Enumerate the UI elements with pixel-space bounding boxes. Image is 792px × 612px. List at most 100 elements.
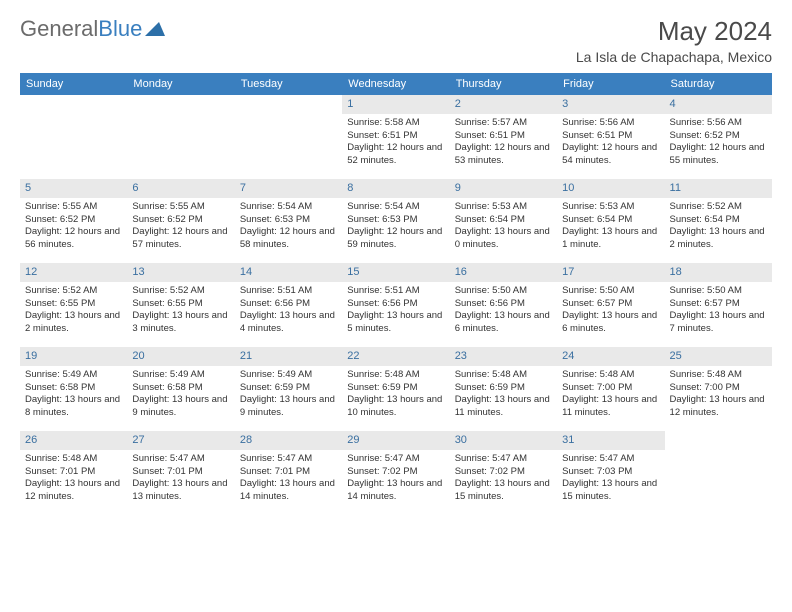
day-number: 27 xyxy=(127,431,234,450)
day-number: 24 xyxy=(557,347,664,366)
weekday-header: Wednesday xyxy=(342,73,449,95)
day-number: 13 xyxy=(127,263,234,282)
day-number: 5 xyxy=(20,179,127,198)
calendar-day: 30Sunrise: 5:47 AMSunset: 7:02 PMDayligh… xyxy=(450,431,557,515)
day-number: 31 xyxy=(557,431,664,450)
day-number: 9 xyxy=(450,179,557,198)
day-number: 20 xyxy=(127,347,234,366)
day-number: 1 xyxy=(342,95,449,114)
calendar-day: 11Sunrise: 5:52 AMSunset: 6:54 PMDayligh… xyxy=(665,179,772,263)
calendar-day: 29Sunrise: 5:47 AMSunset: 7:02 PMDayligh… xyxy=(342,431,449,515)
day-number: 2 xyxy=(450,95,557,114)
day-details: Sunrise: 5:49 AMSunset: 6:58 PMDaylight:… xyxy=(127,366,234,424)
day-details: Sunrise: 5:54 AMSunset: 6:53 PMDaylight:… xyxy=(342,198,449,256)
day-number: 19 xyxy=(20,347,127,366)
day-number: 12 xyxy=(20,263,127,282)
day-details: Sunrise: 5:50 AMSunset: 6:57 PMDaylight:… xyxy=(665,282,772,340)
calendar-day: 27Sunrise: 5:47 AMSunset: 7:01 PMDayligh… xyxy=(127,431,234,515)
day-details: Sunrise: 5:48 AMSunset: 6:59 PMDaylight:… xyxy=(450,366,557,424)
calendar-day: 2Sunrise: 5:57 AMSunset: 6:51 PMDaylight… xyxy=(450,95,557,179)
calendar-day: 4Sunrise: 5:56 AMSunset: 6:52 PMDaylight… xyxy=(665,95,772,179)
weekday-header: Tuesday xyxy=(235,73,342,95)
day-number: 28 xyxy=(235,431,342,450)
weekday-header: Thursday xyxy=(450,73,557,95)
calendar-day: 25Sunrise: 5:48 AMSunset: 7:00 PMDayligh… xyxy=(665,347,772,431)
day-details: Sunrise: 5:51 AMSunset: 6:56 PMDaylight:… xyxy=(235,282,342,340)
day-details: Sunrise: 5:52 AMSunset: 6:55 PMDaylight:… xyxy=(20,282,127,340)
day-details: Sunrise: 5:53 AMSunset: 6:54 PMDaylight:… xyxy=(557,198,664,256)
calendar-day-empty xyxy=(20,95,127,179)
weekday-row: SundayMondayTuesdayWednesdayThursdayFrid… xyxy=(20,73,772,95)
calendar-week: 5Sunrise: 5:55 AMSunset: 6:52 PMDaylight… xyxy=(20,179,772,263)
day-details: Sunrise: 5:50 AMSunset: 6:56 PMDaylight:… xyxy=(450,282,557,340)
calendar-week: 12Sunrise: 5:52 AMSunset: 6:55 PMDayligh… xyxy=(20,263,772,347)
day-details: Sunrise: 5:56 AMSunset: 6:51 PMDaylight:… xyxy=(557,114,664,172)
title-block: May 2024 La Isla de Chapachapa, Mexico xyxy=(576,16,772,65)
calendar-day: 1Sunrise: 5:58 AMSunset: 6:51 PMDaylight… xyxy=(342,95,449,179)
day-details: Sunrise: 5:54 AMSunset: 6:53 PMDaylight:… xyxy=(235,198,342,256)
day-number: 15 xyxy=(342,263,449,282)
calendar-day: 6Sunrise: 5:55 AMSunset: 6:52 PMDaylight… xyxy=(127,179,234,263)
day-number: 30 xyxy=(450,431,557,450)
calendar-day: 3Sunrise: 5:56 AMSunset: 6:51 PMDaylight… xyxy=(557,95,664,179)
day-details: Sunrise: 5:48 AMSunset: 7:00 PMDaylight:… xyxy=(557,366,664,424)
calendar-day: 14Sunrise: 5:51 AMSunset: 6:56 PMDayligh… xyxy=(235,263,342,347)
day-details: Sunrise: 5:47 AMSunset: 7:01 PMDaylight:… xyxy=(127,450,234,508)
day-number: 16 xyxy=(450,263,557,282)
calendar-day: 17Sunrise: 5:50 AMSunset: 6:57 PMDayligh… xyxy=(557,263,664,347)
calendar-table: SundayMondayTuesdayWednesdayThursdayFrid… xyxy=(20,73,772,515)
day-details: Sunrise: 5:50 AMSunset: 6:57 PMDaylight:… xyxy=(557,282,664,340)
day-details: Sunrise: 5:49 AMSunset: 6:58 PMDaylight:… xyxy=(20,366,127,424)
logo: GeneralBlue xyxy=(20,16,165,42)
calendar-day: 12Sunrise: 5:52 AMSunset: 6:55 PMDayligh… xyxy=(20,263,127,347)
calendar-day: 8Sunrise: 5:54 AMSunset: 6:53 PMDaylight… xyxy=(342,179,449,263)
day-details: Sunrise: 5:51 AMSunset: 6:56 PMDaylight:… xyxy=(342,282,449,340)
day-number: 14 xyxy=(235,263,342,282)
logo-icon xyxy=(145,22,165,36)
day-number: 29 xyxy=(342,431,449,450)
calendar-week: 26Sunrise: 5:48 AMSunset: 7:01 PMDayligh… xyxy=(20,431,772,515)
calendar-day: 28Sunrise: 5:47 AMSunset: 7:01 PMDayligh… xyxy=(235,431,342,515)
calendar-day: 20Sunrise: 5:49 AMSunset: 6:58 PMDayligh… xyxy=(127,347,234,431)
logo-text-1: General xyxy=(20,16,98,42)
calendar-day-empty xyxy=(127,95,234,179)
day-details: Sunrise: 5:48 AMSunset: 7:01 PMDaylight:… xyxy=(20,450,127,508)
calendar-day: 10Sunrise: 5:53 AMSunset: 6:54 PMDayligh… xyxy=(557,179,664,263)
day-details: Sunrise: 5:58 AMSunset: 6:51 PMDaylight:… xyxy=(342,114,449,172)
day-number: 4 xyxy=(665,95,772,114)
day-number: 10 xyxy=(557,179,664,198)
day-number: 25 xyxy=(665,347,772,366)
day-number: 26 xyxy=(20,431,127,450)
day-number: 11 xyxy=(665,179,772,198)
calendar-head: SundayMondayTuesdayWednesdayThursdayFrid… xyxy=(20,73,772,95)
page-title: May 2024 xyxy=(576,16,772,47)
day-details: Sunrise: 5:49 AMSunset: 6:59 PMDaylight:… xyxy=(235,366,342,424)
location-subtitle: La Isla de Chapachapa, Mexico xyxy=(576,49,772,65)
day-details: Sunrise: 5:47 AMSunset: 7:02 PMDaylight:… xyxy=(342,450,449,508)
weekday-header: Saturday xyxy=(665,73,772,95)
day-details: Sunrise: 5:48 AMSunset: 6:59 PMDaylight:… xyxy=(342,366,449,424)
day-number: 8 xyxy=(342,179,449,198)
day-details: Sunrise: 5:47 AMSunset: 7:01 PMDaylight:… xyxy=(235,450,342,508)
day-number: 23 xyxy=(450,347,557,366)
day-details: Sunrise: 5:56 AMSunset: 6:52 PMDaylight:… xyxy=(665,114,772,172)
calendar-day: 21Sunrise: 5:49 AMSunset: 6:59 PMDayligh… xyxy=(235,347,342,431)
day-details: Sunrise: 5:55 AMSunset: 6:52 PMDaylight:… xyxy=(20,198,127,256)
header: GeneralBlue May 2024 La Isla de Chapacha… xyxy=(20,16,772,65)
day-details: Sunrise: 5:47 AMSunset: 7:03 PMDaylight:… xyxy=(557,450,664,508)
day-number: 21 xyxy=(235,347,342,366)
calendar-day: 24Sunrise: 5:48 AMSunset: 7:00 PMDayligh… xyxy=(557,347,664,431)
calendar-day: 22Sunrise: 5:48 AMSunset: 6:59 PMDayligh… xyxy=(342,347,449,431)
day-details: Sunrise: 5:57 AMSunset: 6:51 PMDaylight:… xyxy=(450,114,557,172)
calendar-day: 15Sunrise: 5:51 AMSunset: 6:56 PMDayligh… xyxy=(342,263,449,347)
weekday-header: Sunday xyxy=(20,73,127,95)
day-details: Sunrise: 5:53 AMSunset: 6:54 PMDaylight:… xyxy=(450,198,557,256)
calendar-day: 18Sunrise: 5:50 AMSunset: 6:57 PMDayligh… xyxy=(665,263,772,347)
calendar-day: 7Sunrise: 5:54 AMSunset: 6:53 PMDaylight… xyxy=(235,179,342,263)
calendar-day: 13Sunrise: 5:52 AMSunset: 6:55 PMDayligh… xyxy=(127,263,234,347)
day-number: 6 xyxy=(127,179,234,198)
calendar-day: 23Sunrise: 5:48 AMSunset: 6:59 PMDayligh… xyxy=(450,347,557,431)
calendar-day-empty xyxy=(665,431,772,515)
calendar-body: 1Sunrise: 5:58 AMSunset: 6:51 PMDaylight… xyxy=(20,95,772,515)
calendar-day: 26Sunrise: 5:48 AMSunset: 7:01 PMDayligh… xyxy=(20,431,127,515)
